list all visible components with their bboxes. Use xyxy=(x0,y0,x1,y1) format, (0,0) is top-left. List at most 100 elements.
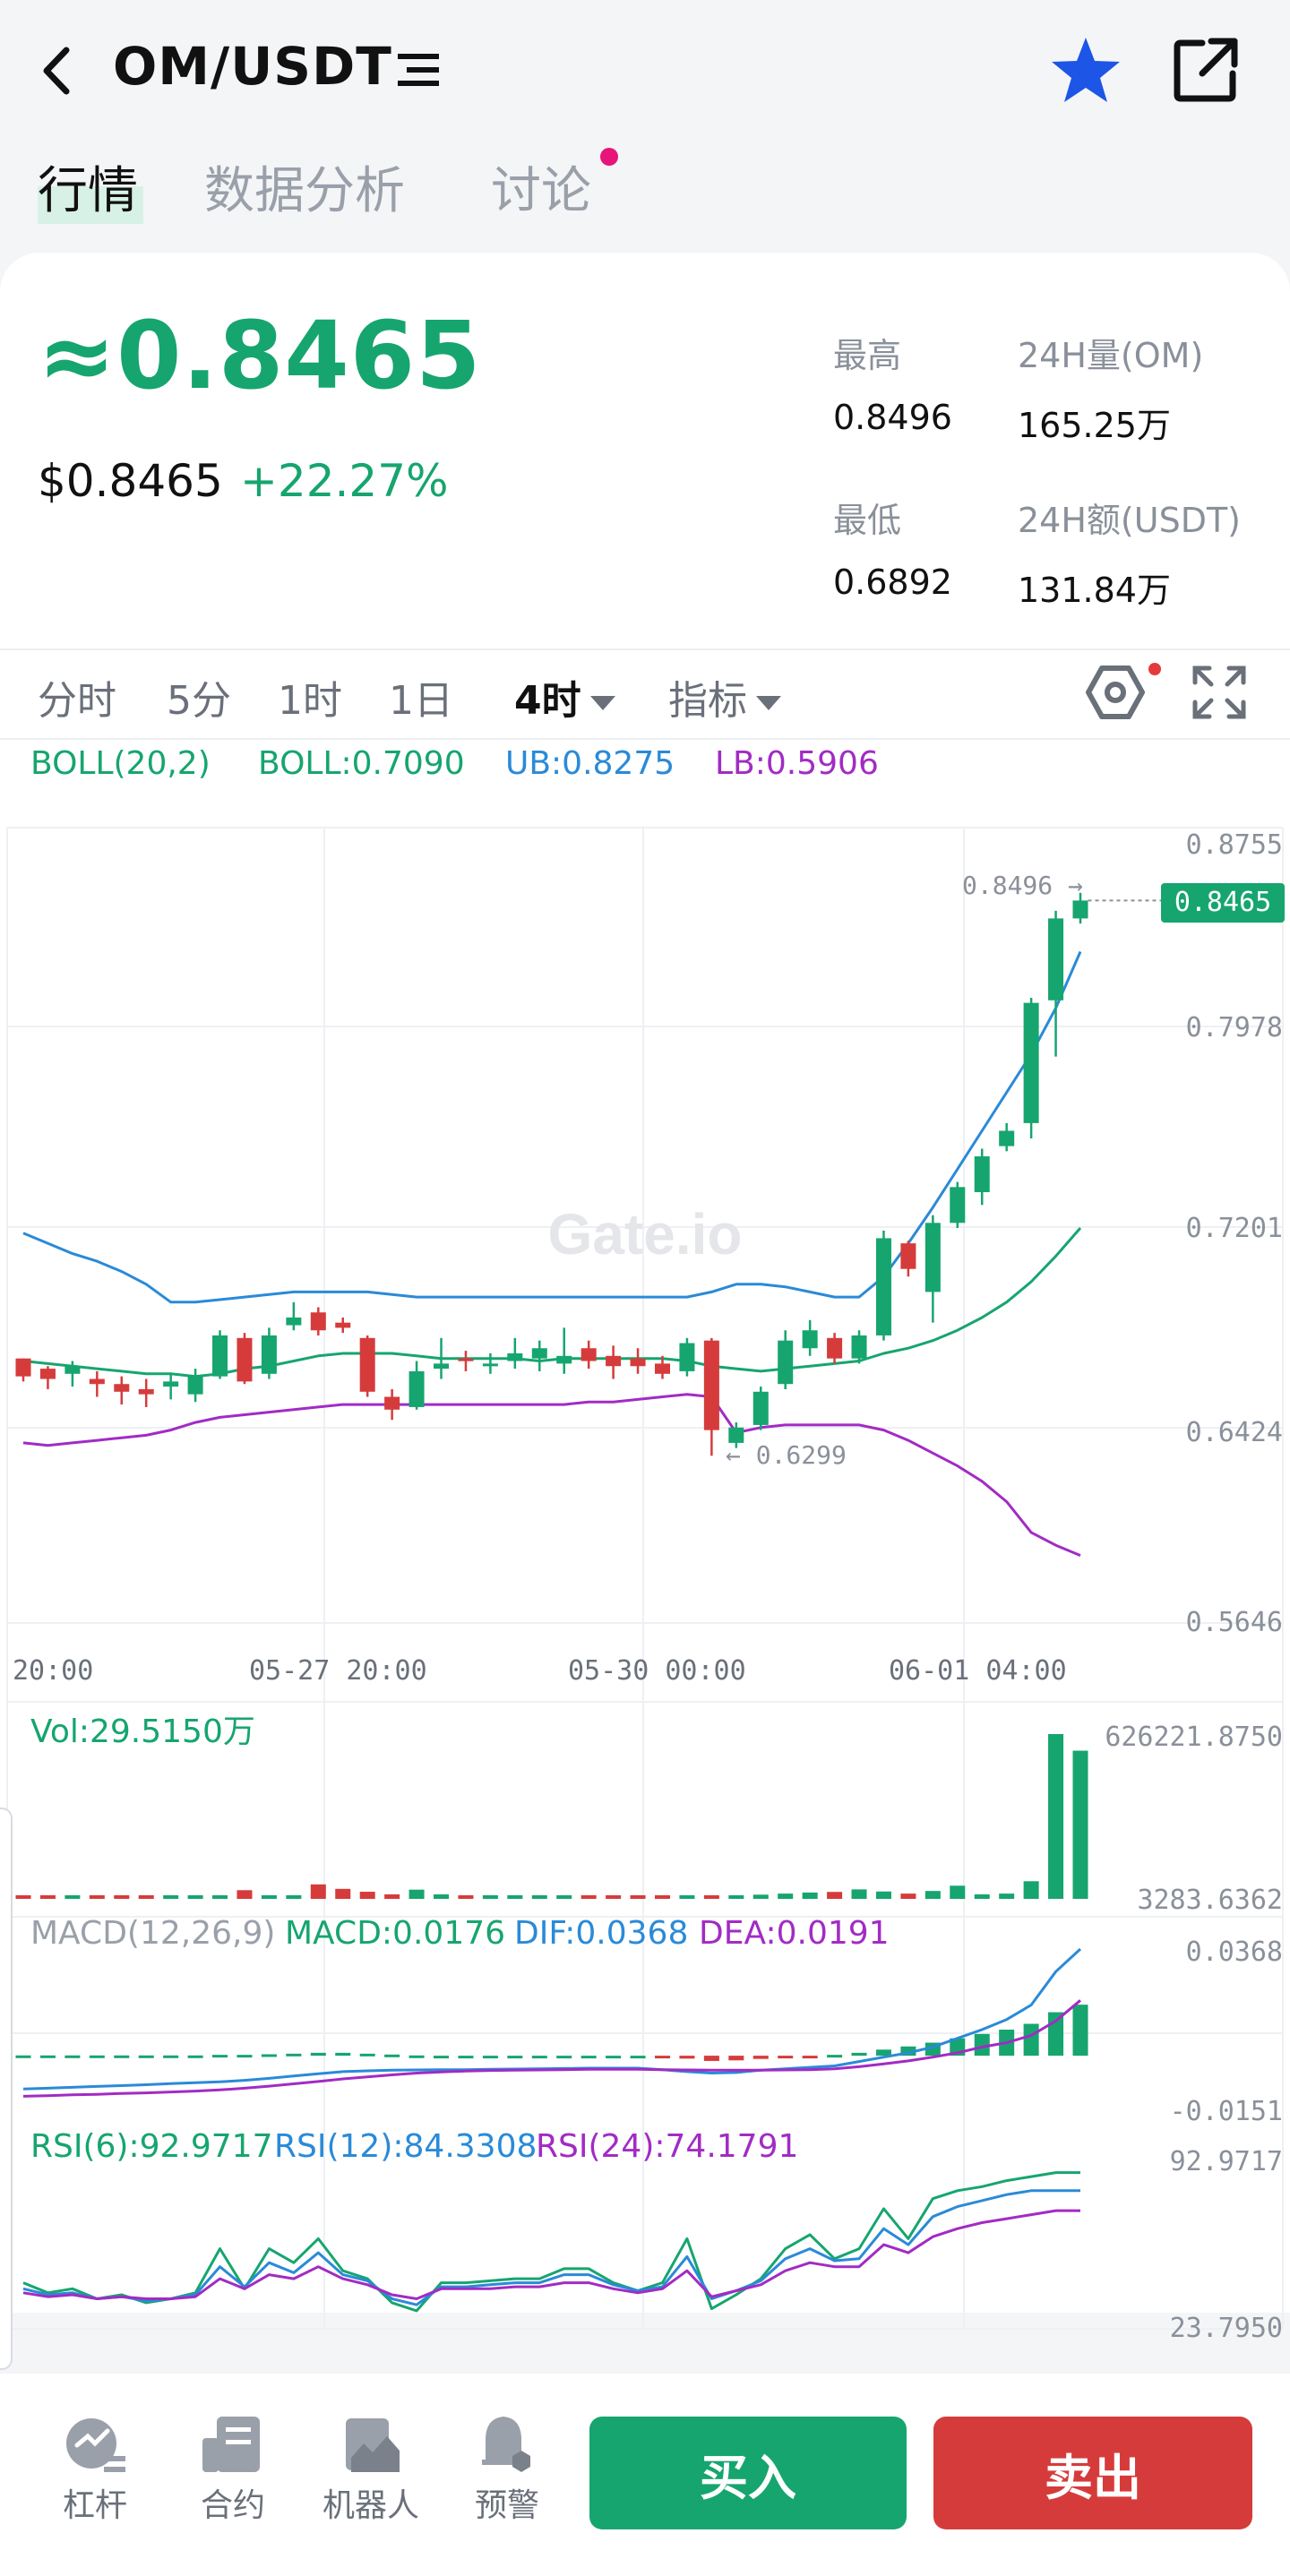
discussion-notification-dot xyxy=(600,148,618,166)
volume-bar xyxy=(728,1895,744,1899)
volume-24h-label: 24H量(OM) xyxy=(1018,336,1204,375)
volume-bar xyxy=(359,1892,375,1899)
macd-bar xyxy=(606,2056,622,2059)
share-external-icon[interactable] xyxy=(1172,36,1240,104)
macd-bar xyxy=(212,2055,228,2058)
tab-market[interactable]: 行情 xyxy=(38,162,138,220)
chevron-down-icon xyxy=(589,696,615,710)
x-tick: 05-30 00:00 xyxy=(568,1655,746,1687)
tab-discussion[interactable]: 讨论 xyxy=(491,162,591,220)
interval-5m[interactable]: 5分 xyxy=(167,678,231,724)
volume-bar xyxy=(261,1895,277,1899)
candle-body xyxy=(630,1358,646,1367)
pair-title[interactable]: OM/USDT xyxy=(113,36,392,97)
rsi6-value: RSI(6):92.9717 xyxy=(30,2128,273,2165)
boll-upper-value: UB:0.8275 xyxy=(505,745,675,782)
volume-bar xyxy=(335,1888,351,1899)
candle-body xyxy=(974,1156,990,1193)
rsi-layer xyxy=(22,2171,1080,2313)
candle-body xyxy=(999,1130,1015,1146)
macd-bar xyxy=(630,2056,646,2059)
candle-body xyxy=(679,1343,695,1371)
macd-bar xyxy=(654,2056,670,2059)
interval-4h-dropdown[interactable]: 4时 xyxy=(514,668,615,726)
volume-bar xyxy=(138,1895,154,1899)
divider xyxy=(0,738,1290,740)
volume-bar xyxy=(703,1895,719,1899)
boll-name: BOLL(20,2) xyxy=(30,745,211,782)
volume-bar xyxy=(580,1895,597,1899)
buy-button[interactable]: 买入 xyxy=(589,2417,907,2529)
sell-button[interactable]: 卖出 xyxy=(933,2417,1252,2529)
y-tick: 0.5646 xyxy=(1185,1607,1283,1638)
side-drawer-handle[interactable] xyxy=(0,1807,13,2370)
chevron-down-icon xyxy=(756,696,781,710)
rsi-max: 92.9717 xyxy=(1169,2146,1283,2177)
star-favorite-icon[interactable] xyxy=(1048,34,1123,106)
volume-bar xyxy=(408,1889,425,1899)
x-tick: 06-01 04:00 xyxy=(889,1655,1067,1687)
bot-icon xyxy=(346,2418,400,2472)
volume-bar xyxy=(163,1895,179,1899)
interval-1h[interactable]: 1时 xyxy=(278,678,342,724)
macd-bar xyxy=(434,2056,450,2059)
back-arrow-icon[interactable] xyxy=(32,39,86,102)
interval-1d[interactable]: 1日 xyxy=(389,678,453,724)
fullscreen-icon[interactable] xyxy=(1191,665,1247,720)
amount-24h-label: 24H额(USDT) xyxy=(1018,501,1241,540)
tab-data-analysis[interactable]: 数据分析 xyxy=(204,162,405,220)
indicator-dropdown[interactable]: 指标 xyxy=(668,668,781,726)
macd-min: -0.0151 xyxy=(1169,2096,1283,2127)
rsi12-line xyxy=(22,2189,1080,2306)
candle-body xyxy=(802,1330,818,1349)
pair-list-icon[interactable] xyxy=(394,48,444,91)
y-tick: 0.7978 xyxy=(1185,1012,1283,1043)
candle-body xyxy=(654,1363,670,1374)
chart-grid xyxy=(6,827,1284,2330)
nav-futures[interactable]: 合约 xyxy=(179,2415,287,2526)
macd-bar xyxy=(752,2056,769,2059)
macd-bar xyxy=(335,2052,351,2057)
volume-bar xyxy=(1072,1750,1088,1899)
header: OM/USDT 行情 数据分析 讨论 xyxy=(0,0,1290,260)
macd-bar xyxy=(89,2055,105,2058)
volume-bar xyxy=(1048,1734,1064,1899)
volume-bar xyxy=(924,1891,941,1899)
boll-mid-value: BOLL:0.7090 xyxy=(258,745,465,782)
candle-body xyxy=(507,1352,523,1361)
macd-bar xyxy=(286,2053,302,2057)
volume-layer xyxy=(15,1734,1088,1899)
candle-body xyxy=(458,1358,474,1361)
macd-bar xyxy=(384,2054,400,2057)
candle-body xyxy=(335,1322,351,1328)
macd-bar xyxy=(802,2056,818,2059)
volume-bar xyxy=(507,1895,523,1899)
watermark: Gate.io xyxy=(548,1202,743,1267)
nav-margin[interactable]: 杠杆 xyxy=(41,2415,149,2526)
macd-bar xyxy=(1072,2005,1088,2057)
high-value: 0.8496 xyxy=(833,398,952,437)
nav-alert[interactable]: 预警 xyxy=(453,2415,561,2526)
candle-body xyxy=(359,1337,375,1392)
macd-layer xyxy=(15,1947,1088,2098)
y-tick: 0.8755 xyxy=(1185,829,1283,861)
nav-bot[interactable]: 机器人 xyxy=(317,2415,425,2526)
interval-timeline[interactable]: 分时 xyxy=(38,678,116,724)
volume-bar xyxy=(606,1895,622,1899)
volume-bar xyxy=(950,1885,966,1899)
macd-dea: DEA:0.0191 xyxy=(699,1915,890,1952)
candle-body xyxy=(261,1335,277,1374)
macd-bar xyxy=(163,2055,179,2058)
macd-bar xyxy=(851,2052,867,2057)
low-value: 0.6892 xyxy=(833,562,952,602)
divider xyxy=(0,648,1290,650)
indicator-label: 指标 xyxy=(668,678,747,724)
macd-bar xyxy=(507,2056,523,2059)
candle-layer xyxy=(15,892,1161,1557)
chart-settings-icon[interactable] xyxy=(1086,665,1145,720)
macd-bar xyxy=(1023,2023,1039,2057)
candle-body xyxy=(1048,918,1064,1000)
volume-bar xyxy=(64,1895,81,1899)
kline-chart[interactable]: Gate.io xyxy=(0,806,1290,2347)
candle-body xyxy=(827,1337,843,1359)
